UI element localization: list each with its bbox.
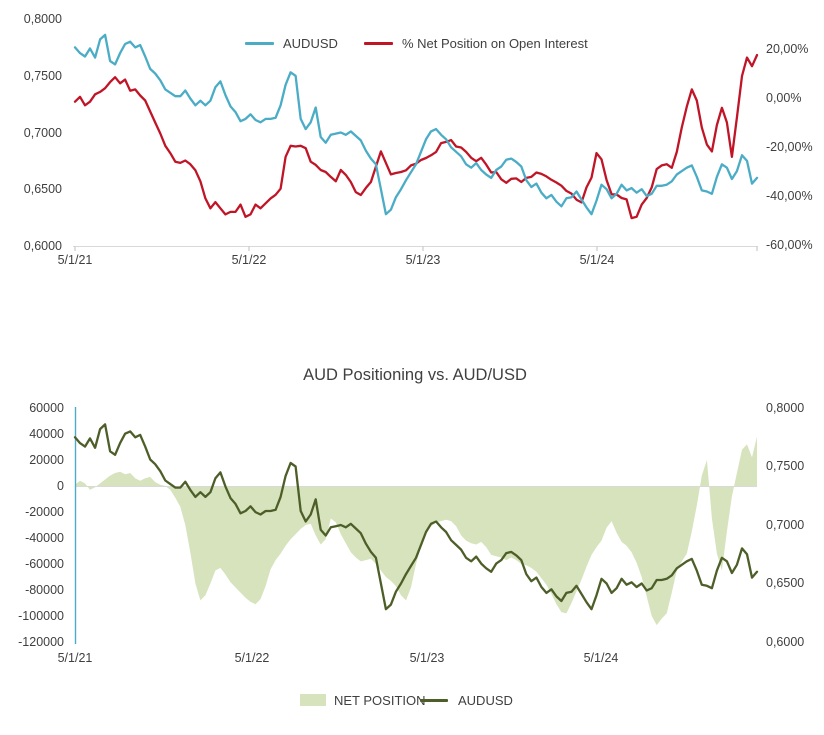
bottom-xtick-1: 5/1/22: [234, 651, 270, 665]
top-yright-tick-1: 0,00%: [766, 91, 802, 105]
top-x-axis-ticks: [74, 246, 758, 251]
top-yleft-tick-2: 0,7000: [23, 126, 62, 140]
bottom-yright-tick-0: 0,8000: [766, 401, 805, 415]
bottom-yright-tick-1: 0,7500: [766, 459, 805, 473]
bottom-yleft-tick-8: -100000: [18, 609, 64, 623]
bottom-yleft-tick-5: -40000: [25, 531, 64, 545]
top-yright-tick-4: -60,00%: [766, 238, 813, 252]
audusd-legend-line-icon: [245, 42, 274, 45]
bottom-yleft-tick-7: -80000: [25, 583, 64, 597]
bottom-yleft-tick-3: 0: [57, 479, 64, 493]
bottom-xtick-2: 5/1/23: [409, 651, 445, 665]
bottom-chart-plot: [73, 407, 759, 644]
top-xtick-0: 5/1/21: [57, 253, 93, 267]
top-legend-label-audusd: AUDUSD: [283, 36, 338, 51]
bottom-yleft-tick-6: -60000: [25, 557, 64, 571]
audusd-line-bottom: [73, 423, 759, 611]
top-yleft-tick-3: 0,6500: [23, 182, 62, 196]
bottom-yright-tick-4: 0,6000: [766, 635, 805, 649]
top-yleft-tick-1: 0,7500: [23, 69, 62, 83]
net-position-pct-legend-line-icon: [364, 42, 393, 45]
bottom-yleft-tick-0: 60000: [29, 401, 64, 415]
bottom-legend-label-audusd: AUDUSD: [458, 693, 513, 708]
bottom-yleft-tick-9: -120000: [18, 635, 64, 649]
top-xtick-1: 5/1/22: [231, 253, 267, 267]
bottom-chart-title: AUD Positioning vs. AUD/USD: [303, 366, 527, 384]
bottom-yright-tick-3: 0,6500: [766, 576, 805, 590]
top-yright-tick-3: -40,00%: [766, 189, 813, 203]
bottom-yright-tick-2: 0,7000: [766, 518, 805, 532]
top-chart-plot: [73, 33, 759, 251]
audusd-bottom-legend-line-icon: [420, 699, 448, 702]
bottom-legend-label-net-position: NET POSITION: [334, 693, 426, 708]
top-yleft-tick-4: 0,6000: [23, 239, 62, 253]
net-position-pct-line: [73, 53, 759, 220]
bottom-yleft-tick-4: -20000: [25, 505, 64, 519]
top-yright-tick-2: -20,00%: [766, 140, 813, 154]
net-position-legend-area-icon: [300, 694, 326, 706]
top-xtick-3: 5/1/24: [579, 253, 615, 267]
top-yright-tick-0: 20,00%: [766, 42, 809, 56]
top-yleft-tick-0: 0,8000: [23, 12, 62, 26]
net-position-area: [75, 436, 757, 626]
bottom-xtick-0: 5/1/21: [57, 651, 93, 665]
top-legend-label-net-position-pct: % Net Position on Open Interest: [402, 36, 588, 51]
bottom-yleft-tick-1: 40000: [29, 427, 64, 441]
bottom-yleft-tick-2: 20000: [29, 453, 64, 467]
top-xtick-2: 5/1/23: [405, 253, 441, 267]
bottom-xtick-3: 5/1/24: [583, 651, 619, 665]
audusd-line-top: [73, 33, 759, 216]
